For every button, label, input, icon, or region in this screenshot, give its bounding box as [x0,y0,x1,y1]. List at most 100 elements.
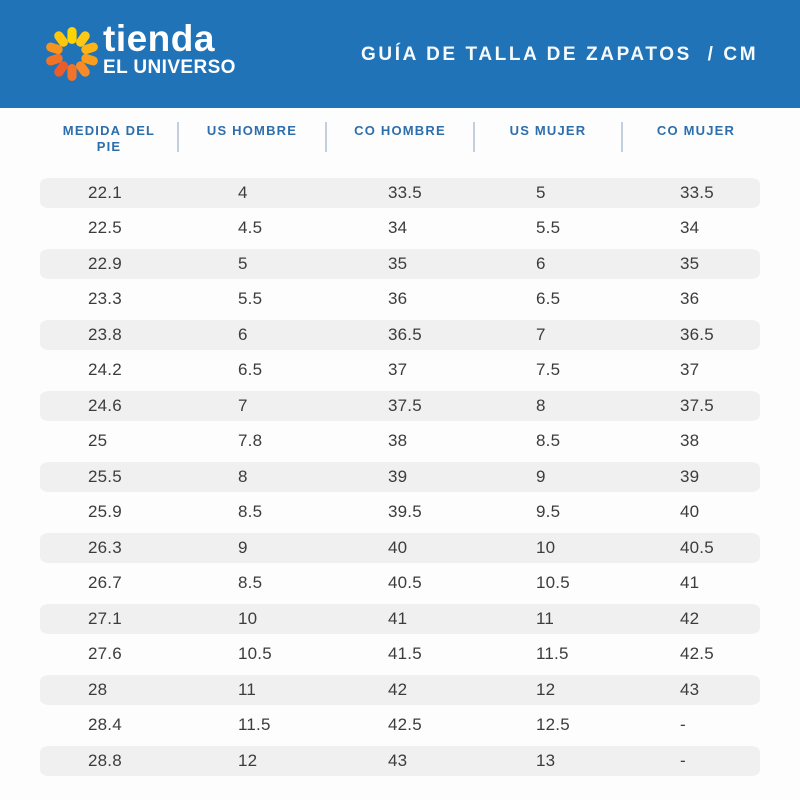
cell-us-mujer: 10.5 [536,573,570,593]
brand-subtitle: EL UNIVERSO [103,57,236,78]
cell-us-hombre: 10 [238,608,258,628]
cell-co-mujer: 37.5 [680,395,714,415]
cell-medida-del-pie: 28 [88,679,108,699]
cell-us-mujer: 6.5 [536,289,561,309]
cell-us-mujer: 9.5 [536,502,561,522]
cell-co-hombre: 37 [388,360,408,380]
cell-co-mujer: - [680,715,686,735]
cell-medida-del-pie: 22.5 [88,218,122,238]
cell-co-mujer: 41 [680,573,700,593]
cell-us-mujer: 8 [536,395,546,415]
cell-medida-del-pie: 25.9 [88,502,122,522]
cell-us-mujer: 11.5 [536,644,569,664]
cell-us-mujer: 5.5 [536,218,561,238]
table-row: 28.8 12 43 13 - [40,743,760,779]
cell-co-hombre: 38 [388,431,408,451]
cell-co-mujer: 36 [680,289,700,309]
cell-medida-del-pie: 26.3 [88,537,122,557]
cell-co-hombre: 41 [388,608,408,628]
cell-medida-del-pie: 23.3 [88,289,122,309]
cell-medida-del-pie: 24.2 [88,360,122,380]
column-header-co-hombre: CO HOMBRE [326,120,475,152]
cell-co-mujer: 40.5 [680,537,714,557]
cell-us-mujer: 9 [536,466,546,486]
cell-co-mujer: 38 [680,431,700,451]
cell-us-hombre: 8 [238,466,248,486]
cell-co-hombre: 36.5 [388,324,422,344]
table-row: 25 7.8 38 8.5 38 [40,424,760,460]
cell-co-mujer: 34 [680,218,700,238]
cell-medida-del-pie: 27.1 [88,608,122,628]
table-row: 23.8 6 36.5 7 36.5 [40,317,760,353]
cell-medida-del-pie: 28.4 [88,715,122,735]
table-row: 24.2 6.5 37 7.5 37 [40,353,760,389]
cell-co-hombre: 33.5 [388,182,422,202]
cell-us-mujer: 6 [536,253,546,273]
cell-co-hombre: 42 [388,679,408,699]
cell-medida-del-pie: 28.8 [88,750,122,770]
cell-co-mujer: 39 [680,466,700,486]
table-row: 27.6 10.5 41.5 11.5 42.5 [40,637,760,673]
cell-medida-del-pie: 24.6 [88,395,122,415]
cell-us-mujer: 12.5 [536,715,570,735]
cell-us-hombre: 6 [238,324,248,344]
cell-us-hombre: 9 [238,537,248,557]
cell-medida-del-pie: 22.9 [88,253,122,273]
cell-us-mujer: 10 [536,537,556,557]
cell-medida-del-pie: 25 [88,431,108,451]
cell-co-hombre: 40 [388,537,408,557]
banner: tienda EL UNIVERSO GUÍA DE TALLA DE ZAPA… [0,0,800,108]
cell-us-hombre: 6.5 [238,360,263,380]
table-row: 25.9 8.5 39.5 9.5 40 [40,495,760,531]
cell-co-hombre: 34 [388,218,408,238]
brand-name: tienda [103,18,215,59]
cell-us-hombre: 12 [238,750,258,770]
cell-co-hombre: 40.5 [388,573,422,593]
size-table-body: 22.1 4 33.5 5 33.5 22.5 4.5 34 5.5 34 22… [40,175,760,779]
table-header-row: MEDIDA DEL PIE US HOMBRE CO HOMBRE US MU… [40,120,770,155]
cell-co-hombre: 35 [388,253,408,273]
cell-co-hombre: 39.5 [388,502,422,522]
cell-us-hombre: 7.8 [238,431,263,451]
cell-us-hombre: 7 [238,395,248,415]
cell-co-mujer: - [680,750,686,770]
table-row: 28 11 42 12 43 [40,672,760,708]
cell-us-mujer: 13 [536,750,556,770]
cell-co-mujer: 33.5 [680,182,714,202]
column-header-us-hombre: US HOMBRE [178,120,327,152]
column-header-co-mujer: CO MUJER [656,123,736,138]
cell-us-mujer: 5 [536,182,546,202]
cell-us-hombre: 4.5 [238,218,263,238]
cell-us-hombre: 4 [238,182,248,202]
cell-co-mujer: 37 [680,360,700,380]
cell-us-mujer: 12 [536,679,556,699]
table-row: 28.4 11.5 42.5 12.5 - [40,708,760,744]
cell-us-mujer: 8.5 [536,431,561,451]
cell-us-mujer: 7.5 [536,360,561,380]
cell-medida-del-pie: 25.5 [88,466,122,486]
cell-co-hombre: 37.5 [388,395,422,415]
table-row: 24.6 7 37.5 8 37.5 [40,388,760,424]
cell-us-hombre: 5 [238,253,248,273]
cell-medida-del-pie: 23.8 [88,324,122,344]
sun-logo-icon [46,27,98,81]
table-row: 26.7 8.5 40.5 10.5 41 [40,566,760,602]
cell-co-hombre: 41.5 [388,644,422,664]
cell-co-hombre: 36 [388,289,408,309]
brand: tienda EL UNIVERSO [103,20,236,78]
cell-co-mujer: 42 [680,608,700,628]
table-row: 27.1 10 41 11 42 [40,601,760,637]
column-header-medida-del-pie: MEDIDA DEL PIE [40,120,179,155]
cell-us-hombre: 8.5 [238,573,263,593]
cell-us-hombre: 10.5 [238,644,272,664]
column-header-us-mujer: US MUJER [474,120,623,152]
cell-co-hombre: 39 [388,466,408,486]
table-row: 25.5 8 39 9 39 [40,459,760,495]
cell-us-hombre: 11.5 [238,715,271,735]
cell-medida-del-pie: 27.6 [88,644,122,664]
cell-us-hombre: 5.5 [238,289,263,309]
cell-medida-del-pie: 26.7 [88,573,122,593]
cell-co-mujer: 36.5 [680,324,714,344]
table-row: 22.5 4.5 34 5.5 34 [40,211,760,247]
table-row: 26.3 9 40 10 40.5 [40,530,760,566]
